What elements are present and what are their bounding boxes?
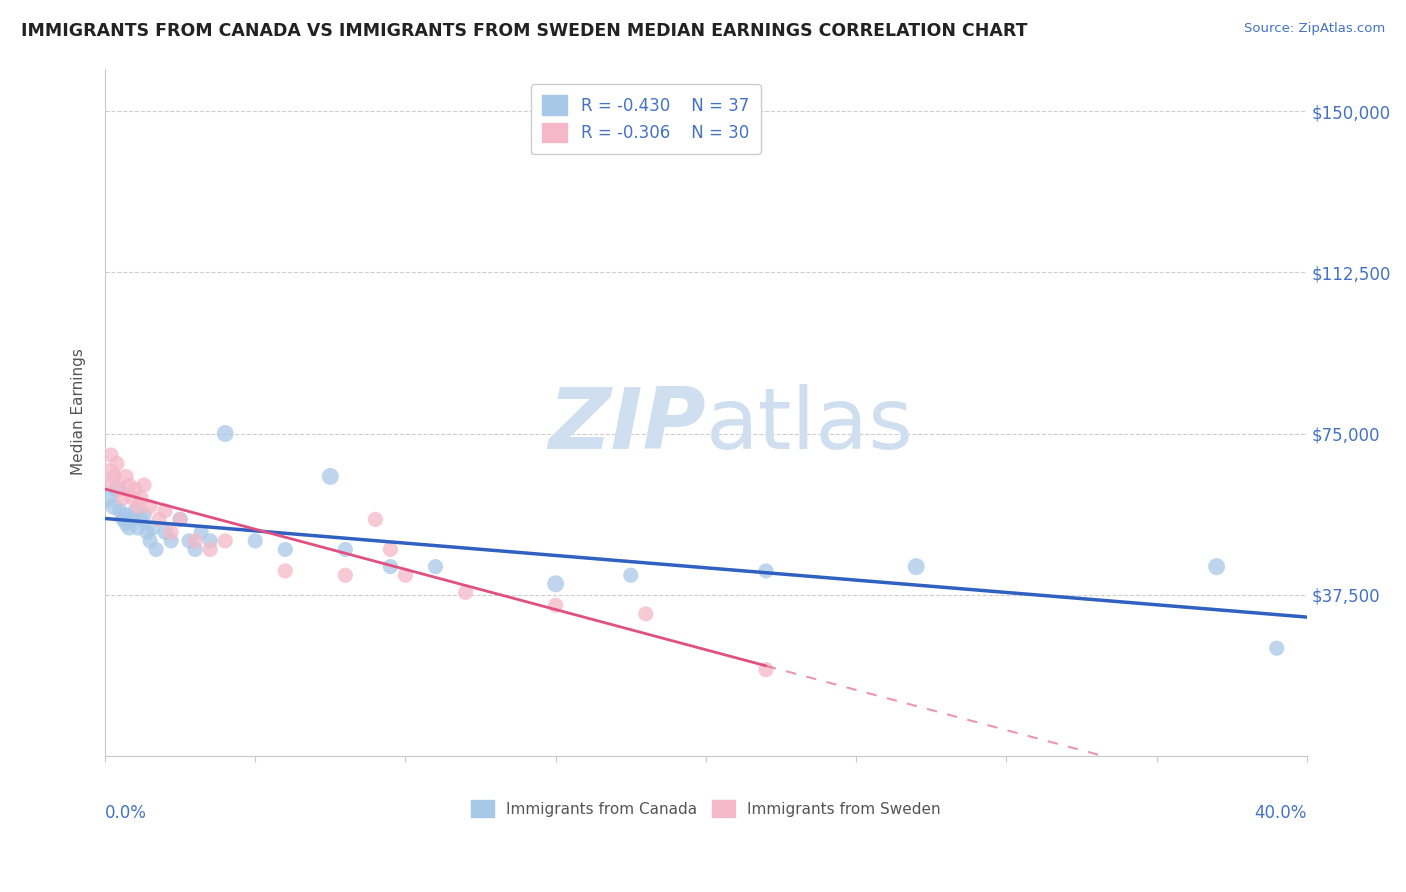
Point	[103, 469, 125, 483]
Point	[103, 500, 125, 514]
Point	[380, 559, 402, 574]
Text: atlas: atlas	[706, 384, 914, 467]
Point	[454, 585, 477, 599]
Point	[544, 599, 567, 613]
Y-axis label: Median Earnings: Median Earnings	[72, 349, 86, 475]
Text: Source: ZipAtlas.com: Source: ZipAtlas.com	[1244, 22, 1385, 36]
Point	[364, 512, 387, 526]
Point	[169, 512, 191, 526]
Point	[115, 508, 138, 522]
Text: 0.0%: 0.0%	[105, 804, 146, 822]
Point	[139, 500, 162, 514]
Point	[108, 504, 131, 518]
Point	[544, 576, 567, 591]
Point	[179, 533, 201, 548]
Point	[214, 426, 236, 441]
Point	[184, 533, 207, 548]
Point	[132, 508, 155, 522]
Point	[111, 491, 134, 505]
Point	[132, 478, 155, 492]
Point	[139, 533, 162, 548]
Point	[100, 448, 122, 462]
Text: 40.0%: 40.0%	[1254, 804, 1306, 822]
Point	[145, 542, 167, 557]
Point	[160, 533, 183, 548]
Point	[124, 504, 146, 518]
Point	[214, 533, 236, 548]
Point	[111, 512, 134, 526]
Point	[124, 483, 146, 497]
Legend: Immigrants from Canada, Immigrants from Sweden: Immigrants from Canada, Immigrants from …	[464, 794, 948, 823]
Point	[335, 568, 357, 582]
Point	[153, 504, 176, 518]
Point	[148, 512, 170, 526]
Text: IMMIGRANTS FROM CANADA VS IMMIGRANTS FROM SWEDEN MEDIAN EARNINGS CORRELATION CHA: IMMIGRANTS FROM CANADA VS IMMIGRANTS FRO…	[21, 22, 1028, 40]
Point	[121, 512, 143, 526]
Point	[755, 663, 778, 677]
Point	[1205, 559, 1227, 574]
Point	[121, 491, 143, 505]
Point	[97, 469, 120, 483]
Point	[425, 559, 447, 574]
Point	[274, 542, 297, 557]
Point	[184, 542, 207, 557]
Point	[105, 483, 128, 497]
Point	[118, 478, 141, 492]
Point	[1265, 641, 1288, 656]
Point	[105, 457, 128, 471]
Point	[115, 469, 138, 483]
Point	[97, 491, 120, 505]
Point	[153, 525, 176, 540]
Point	[380, 542, 402, 557]
Point	[319, 469, 342, 483]
Point	[129, 491, 152, 505]
Point	[142, 521, 165, 535]
Point	[136, 525, 159, 540]
Point	[127, 500, 149, 514]
Point	[905, 559, 928, 574]
Point	[198, 542, 221, 557]
Point	[620, 568, 643, 582]
Point	[115, 516, 138, 531]
Point	[634, 607, 657, 621]
Point	[127, 521, 149, 535]
Point	[394, 568, 416, 582]
Point	[198, 533, 221, 548]
Point	[160, 525, 183, 540]
Point	[118, 521, 141, 535]
Point	[335, 542, 357, 557]
Point	[274, 564, 297, 578]
Point	[129, 512, 152, 526]
Text: ZIP: ZIP	[548, 384, 706, 467]
Point	[108, 483, 131, 497]
Point	[190, 525, 212, 540]
Point	[169, 512, 191, 526]
Point	[245, 533, 267, 548]
Point	[755, 564, 778, 578]
